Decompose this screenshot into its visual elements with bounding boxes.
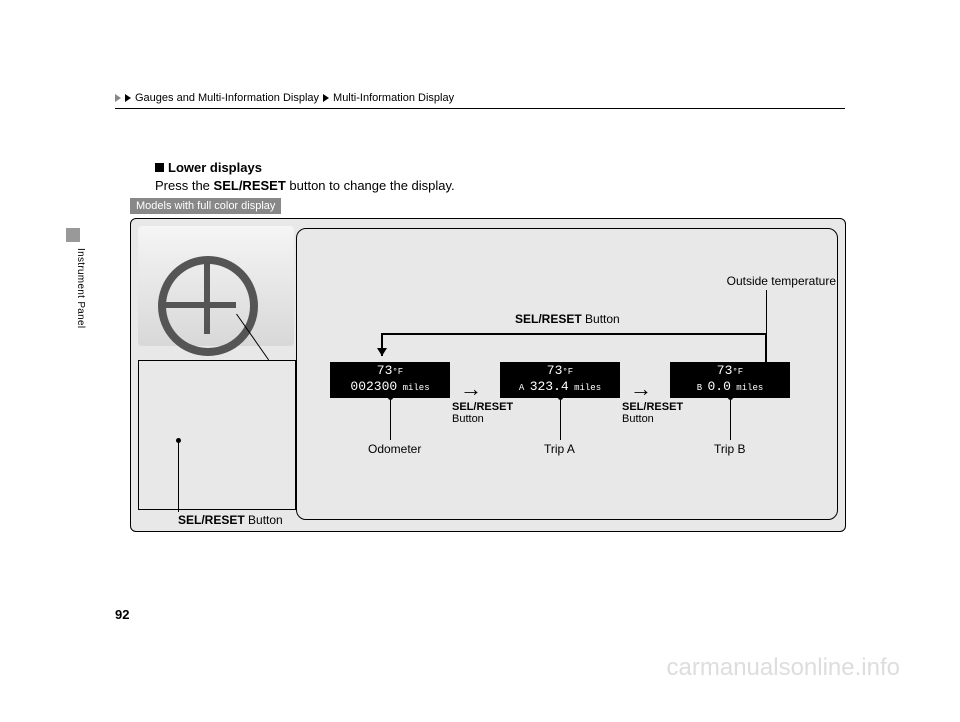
chevron-right-icon [125, 94, 131, 102]
steering-wheel-icon [158, 256, 258, 356]
display-prefix: B [697, 383, 708, 393]
callout-dot [728, 395, 733, 400]
odometer-label: Odometer [368, 442, 421, 456]
display-odometer: 73°F 002300 miles [330, 362, 450, 398]
display-temp-unit: °F [732, 367, 743, 377]
top-sel-reset-bold: SEL/RESET [515, 312, 582, 326]
display-temp: 73 [717, 363, 733, 378]
callout-line [730, 400, 731, 440]
callout-line [766, 290, 767, 370]
button-closeup-box [138, 360, 296, 510]
callout-line [178, 440, 179, 512]
side-tab-marker [66, 228, 80, 242]
under-arrow-line2: Button [622, 413, 654, 425]
sel-reset-caption-bold: SEL/RESET [178, 513, 245, 527]
display-value: 002300 [350, 379, 397, 394]
display-temp-unit: °F [392, 367, 403, 377]
under-arrow-label-1: SEL/RESET Button [452, 401, 513, 425]
section-body-suffix: button to change the display. [286, 178, 455, 193]
callout-line [560, 400, 561, 440]
breadcrumb: Gauges and Multi-Information Display Mul… [115, 92, 454, 104]
model-badge: Models with full color display [130, 198, 281, 214]
divider [115, 108, 845, 109]
side-section-label: Instrument Panel [75, 248, 86, 328]
callout-dot [388, 395, 393, 400]
callout-line [390, 400, 391, 440]
breadcrumb-part-2: Multi-Information Display [333, 92, 454, 104]
watermark: carmanualsonline.info [667, 654, 900, 682]
arrow-right-icon: → [630, 376, 652, 402]
callout-dot [558, 395, 563, 400]
square-bullet-icon [155, 163, 164, 172]
trip-a-label: Trip A [544, 442, 575, 456]
arrow-right-icon: → [460, 376, 482, 402]
section-body-bold: SEL/RESET [214, 178, 286, 193]
display-trip-a: 73°F A 323.4 miles [500, 362, 620, 398]
section-title-text: Lower displays [168, 160, 262, 175]
under-arrow-bold: SEL/RESET [622, 401, 683, 413]
display-suffix: miles [569, 383, 601, 393]
breadcrumb-part-1: Gauges and Multi-Information Display [135, 92, 319, 104]
display-suffix: miles [731, 383, 763, 393]
sel-reset-caption: SEL/RESET Button [178, 513, 283, 527]
display-prefix: A [519, 383, 530, 393]
under-arrow-bold: SEL/RESET [452, 401, 513, 413]
section-body-prefix: Press the [155, 178, 214, 193]
section-body: Press the SEL/RESET button to change the… [155, 178, 455, 193]
display-trip-b: 73°F B 0.0 miles [670, 362, 790, 398]
top-sel-reset-rest: Button [582, 312, 620, 326]
chevron-right-icon [323, 94, 329, 102]
sel-reset-caption-rest: Button [245, 513, 283, 527]
display-suffix: miles [397, 383, 429, 393]
section-title: Lower displays [155, 160, 262, 175]
display-temp-unit: °F [562, 367, 573, 377]
display-temp: 73 [377, 363, 393, 378]
under-arrow-label-2: SEL/RESET Button [622, 401, 683, 425]
top-sel-reset-label: SEL/RESET Button [515, 312, 620, 326]
outside-temperature-label: Outside temperature [727, 274, 836, 288]
display-temp: 73 [547, 363, 563, 378]
display-value: 323.4 [530, 379, 569, 394]
display-value: 0.0 [708, 379, 731, 394]
page-number: 92 [115, 607, 129, 622]
chevron-right-icon [115, 94, 121, 102]
under-arrow-line2: Button [452, 413, 484, 425]
trip-b-label: Trip B [714, 442, 746, 456]
